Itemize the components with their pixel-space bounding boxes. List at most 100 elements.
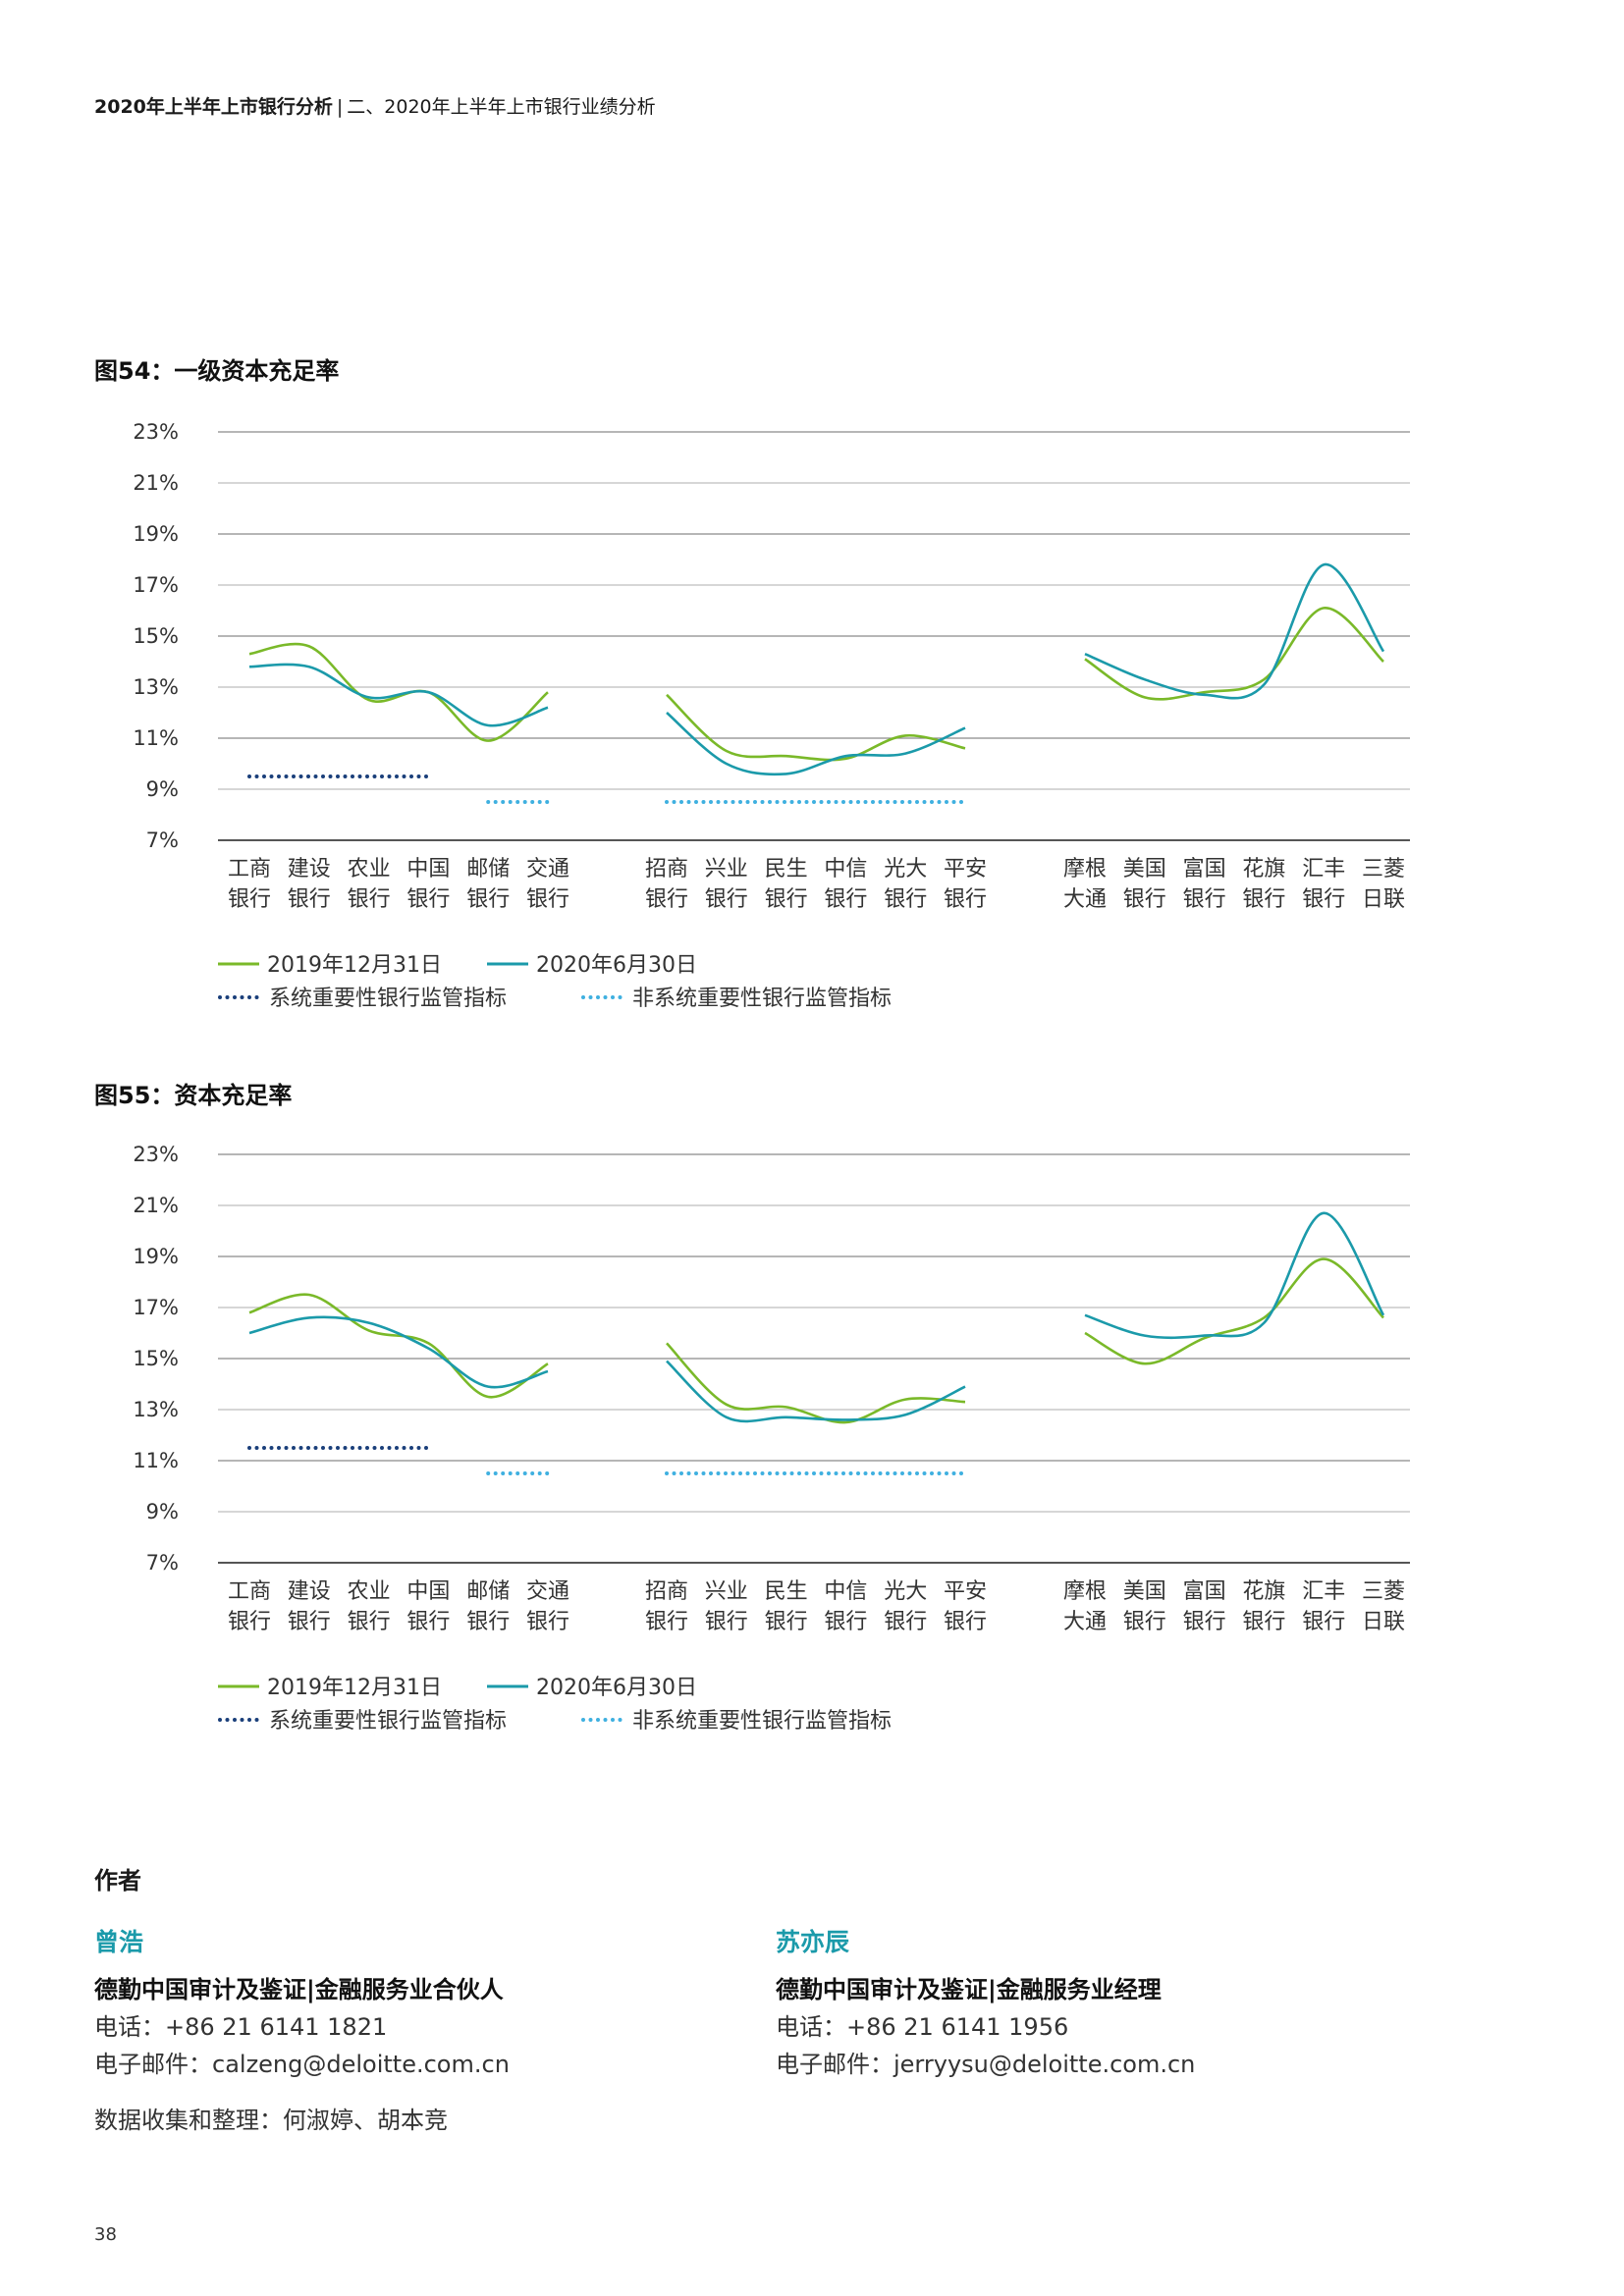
y-tick-label: 17%: [133, 1296, 179, 1319]
x-tick-label: 中国: [406, 1579, 450, 1604]
header-separator: |: [336, 96, 344, 118]
x-tick-label: 汇丰: [1302, 1579, 1345, 1604]
series-2019-line: [248, 1293, 549, 1399]
x-tick-label: 银行: [406, 1610, 450, 1634]
series-2019-line: [1084, 607, 1384, 701]
y-tick-label: 9%: [146, 777, 179, 801]
legend-label: 系统重要性银行监管指标: [269, 987, 507, 1011]
x-tick-label: 招商: [645, 1579, 688, 1604]
series-2020-line: [1084, 562, 1385, 700]
page-header: 2020年上半年上市银行分析 | 二、2020年上半年上市银行业绩分析: [94, 92, 656, 119]
page-number: 38: [94, 2224, 117, 2245]
authors-heading: 作者: [94, 1867, 141, 1895]
series-2019-line: [1084, 1257, 1384, 1365]
legend-label: 2019年12月31日: [267, 1676, 442, 1700]
x-tick-label: 汇丰: [1302, 857, 1345, 881]
chart-1-title: 图54：一级资本充足率: [94, 357, 340, 385]
x-tick-label: 银行: [884, 1610, 927, 1634]
chart-2-title: 图55：资本充足率: [94, 1082, 293, 1109]
author-phone: 电话：+86 21 6141 1821: [94, 2013, 388, 2041]
x-tick-label: 银行: [526, 1610, 569, 1634]
x-tick-label: 日联: [1362, 887, 1405, 912]
series-2020-line: [248, 1315, 549, 1389]
x-tick-label: 平安: [944, 1579, 987, 1604]
x-tick-label: 银行: [1123, 887, 1166, 912]
x-tick-label: 银行: [645, 887, 688, 912]
section-title: 二、2020年上半年上市银行业绩分析: [347, 96, 656, 118]
x-tick-label: 银行: [466, 1610, 510, 1634]
author-card-2: 苏亦辰 德勤中国审计及鉴证|金融服务业经理 电话：+86 21 6141 195…: [776, 1924, 1195, 2083]
data-collection-note: 数据收集和整理：何淑婷、胡本竞: [94, 2107, 448, 2134]
y-tick-label: 21%: [133, 1194, 179, 1217]
author-phone: 电话：+86 21 6141 1956: [776, 2013, 1069, 2041]
x-tick-label: 光大: [884, 857, 927, 881]
x-tick-label: 建设: [288, 857, 331, 881]
x-tick-label: 中国: [406, 857, 450, 881]
x-tick-label: 银行: [348, 887, 391, 912]
x-tick-label: 交通: [526, 857, 569, 881]
x-tick-label: 银行: [765, 887, 808, 912]
x-tick-label: 银行: [1123, 1610, 1166, 1634]
x-tick-label: 银行: [1302, 1610, 1345, 1634]
y-tick-label: 17%: [133, 573, 179, 597]
y-tick-label: 11%: [133, 1449, 179, 1472]
x-tick-label: 邮储: [466, 857, 510, 881]
x-tick-label: 农业: [348, 857, 391, 881]
legend-label: 2020年6月30日: [536, 1676, 697, 1700]
author-card-1: 曾浩 德勤中国审计及鉴证|金融服务业合伙人 电话：+86 21 6141 182…: [94, 1924, 510, 2083]
author-role: 德勤中国审计及鉴证|金融服务业合伙人: [94, 1976, 504, 2003]
x-tick-label: 农业: [348, 1579, 391, 1604]
author-email: 电子邮件：calzeng@deloitte.com.cn: [94, 2051, 510, 2078]
series-2020-line: [666, 1360, 966, 1423]
x-tick-label: 招商: [645, 857, 688, 881]
legend-label: 2019年12月31日: [267, 953, 442, 978]
series-2020-line: [1084, 1211, 1385, 1340]
x-tick-label: 光大: [884, 1579, 927, 1604]
x-tick-label: 银行: [765, 1610, 808, 1634]
x-tick-label: 摩根: [1063, 857, 1107, 881]
y-tick-label: 13%: [133, 1398, 179, 1421]
x-tick-label: 银行: [645, 1610, 688, 1634]
y-tick-label: 23%: [133, 1143, 179, 1166]
x-tick-label: 银行: [884, 887, 927, 912]
author-name: 曾浩: [94, 1928, 144, 1956]
x-tick-label: 银行: [228, 1610, 271, 1634]
y-tick-label: 9%: [146, 1500, 179, 1523]
y-tick-label: 15%: [133, 624, 179, 648]
series-2019-line: [248, 642, 549, 742]
y-tick-label: 7%: [146, 1551, 179, 1575]
x-tick-label: 银行: [705, 887, 748, 912]
y-tick-label: 15%: [133, 1347, 179, 1370]
x-tick-label: 富国: [1183, 1579, 1226, 1604]
chart-1: 23%21%19%17%15%13%11%9%7%工商银行建设银行农业银行中国银…: [133, 420, 1410, 1011]
x-tick-label: 银行: [1183, 1610, 1226, 1634]
y-tick-label: 23%: [133, 420, 179, 444]
x-tick-label: 花旗: [1242, 1579, 1285, 1604]
x-tick-label: 银行: [526, 887, 569, 912]
y-tick-label: 7%: [146, 828, 179, 852]
x-tick-label: 大通: [1063, 1610, 1107, 1634]
y-tick-label: 11%: [133, 726, 179, 750]
series-2020-line: [248, 663, 549, 727]
x-tick-label: 中信: [824, 857, 867, 881]
x-tick-label: 银行: [1242, 887, 1285, 912]
x-tick-label: 摩根: [1063, 1579, 1107, 1604]
y-tick-label: 19%: [133, 1245, 179, 1268]
x-tick-label: 银行: [1302, 887, 1345, 912]
x-tick-label: 交通: [526, 1579, 569, 1604]
x-tick-label: 银行: [1183, 887, 1226, 912]
y-tick-label: 19%: [133, 522, 179, 546]
y-tick-label: 13%: [133, 675, 179, 699]
x-tick-label: 兴业: [705, 857, 748, 881]
legend-label: 非系统重要性银行监管指标: [632, 1709, 892, 1734]
x-tick-label: 银行: [288, 1610, 331, 1634]
x-tick-label: 银行: [824, 887, 867, 912]
x-tick-label: 银行: [348, 1610, 391, 1634]
report-title: 2020年上半年上市银行分析: [94, 96, 333, 118]
x-tick-label: 邮储: [466, 1579, 510, 1604]
x-tick-label: 美国: [1123, 1579, 1166, 1604]
x-tick-label: 银行: [705, 1610, 748, 1634]
x-tick-label: 银行: [406, 887, 450, 912]
x-tick-label: 民生: [765, 1579, 808, 1604]
x-tick-label: 银行: [1242, 1610, 1285, 1634]
